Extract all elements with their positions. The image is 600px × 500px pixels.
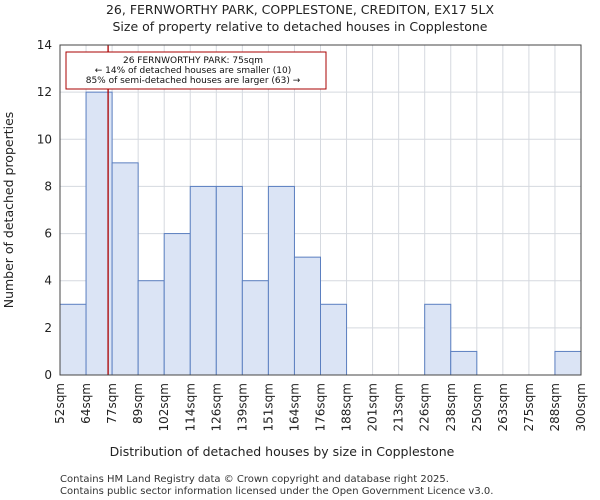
x-tick-label: 213sqm (392, 383, 406, 431)
x-tick-label: 300sqm (574, 383, 588, 431)
x-tick-label: 114sqm (183, 383, 197, 431)
x-tick-labels: 52sqm 64sqm 77sqm 89sqm 102sqm 114sqm 126sqm 13… (53, 383, 588, 431)
x-tick-label: 288sqm (548, 383, 562, 431)
x-tick-label: 176sqm (314, 383, 328, 431)
bar-164sqm (293, 256, 322, 376)
annotation-box (65, 51, 327, 90)
x-tick-label: 238sqm (444, 383, 458, 431)
y-tick-labels: 0 2 4 6 8 10 12 14 (37, 38, 52, 382)
y-tick-label: 12 (37, 85, 52, 99)
x-tick-label: 201sqm (366, 383, 380, 431)
y-tick-label: 0 (44, 368, 52, 382)
x-tick-label: 250sqm (470, 383, 484, 431)
footer-line1: Contains HM Land Registry data © Crown c… (60, 474, 449, 485)
x-tick-label: 126sqm (209, 383, 223, 431)
x-tick-label: 275sqm (522, 383, 536, 431)
x-tick-label: 77sqm (105, 383, 119, 424)
annotation-line1: 26 FERNWORTHY PARK: 75sqm (123, 56, 263, 66)
x-tick-label: 226sqm (418, 383, 432, 431)
bar-238sqm (450, 350, 478, 376)
x-tick-label: 102sqm (157, 383, 171, 431)
bar-176sqm (320, 303, 348, 376)
bar-139sqm (241, 280, 269, 376)
chart-title-line1: 26, FERNWORTHY PARK, COPPLESTONE, CREDIT… (106, 2, 494, 17)
bar-77sqm (111, 162, 139, 376)
bar-126sqm (215, 185, 243, 376)
plot-frame (59, 44, 582, 376)
x-tick-label: 89sqm (131, 383, 145, 424)
y-tick-label: 4 (44, 274, 52, 288)
x-tick-label: 263sqm (496, 383, 510, 431)
bars (59, 91, 582, 376)
bar-52sqm (59, 303, 87, 376)
y-tick-label: 10 (37, 132, 52, 146)
x-axis-label: Distribution of detached houses by size … (110, 444, 455, 459)
bar-151sqm (267, 185, 295, 376)
x-tick-label: 164sqm (287, 383, 301, 431)
y-tick-label: 2 (44, 321, 52, 335)
y-axis-label: Number of detached properties (1, 112, 16, 309)
bar-89sqm (137, 280, 165, 376)
annotation-line3: 85% of semi-detached houses are larger (… (86, 76, 301, 86)
y-tick-label: 14 (37, 38, 52, 52)
bar-114sqm (189, 185, 217, 376)
x-tick-label: 188sqm (340, 383, 354, 431)
y-tick-label: 6 (44, 227, 52, 241)
bar-226sqm (424, 303, 452, 376)
annotation-line2: ← 14% of detached houses are smaller (10… (95, 66, 292, 76)
x-tick-label: 52sqm (53, 383, 67, 424)
bar-288sqm (554, 350, 582, 376)
x-tick-label: 64sqm (79, 383, 93, 424)
chart-title-line2: Size of property relative to detached ho… (113, 19, 488, 34)
x-tick-label: 151sqm (261, 383, 275, 431)
x-tick-label: 139sqm (235, 383, 249, 431)
footer-line2: Contains public sector information licen… (60, 486, 493, 497)
y-tick-label: 8 (44, 179, 52, 193)
bar-102sqm (163, 233, 191, 376)
